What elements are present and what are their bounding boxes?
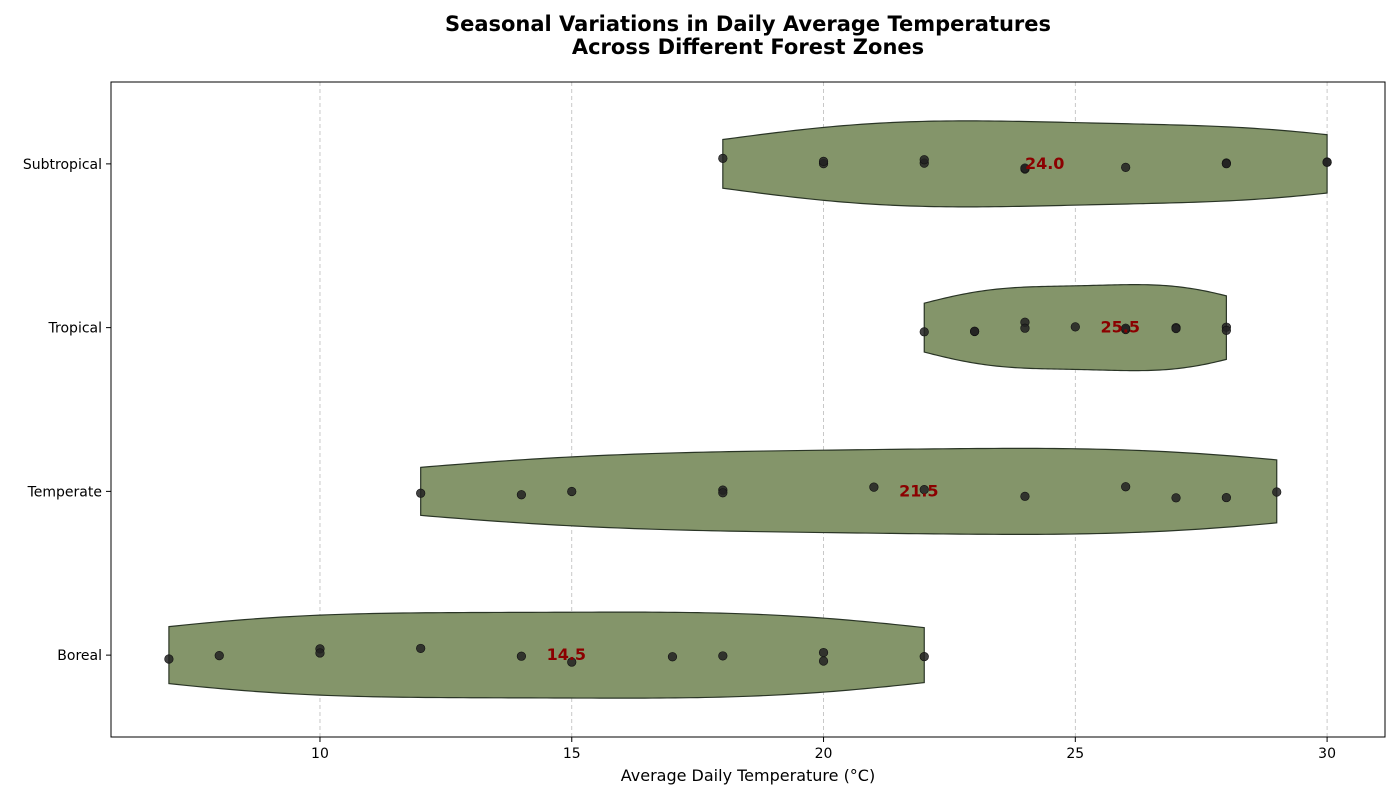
median-label: 21.5	[899, 481, 938, 500]
x-tick-label: 30	[1318, 746, 1336, 762]
data-point	[516, 651, 526, 661]
data-point	[919, 484, 929, 495]
data-point	[818, 647, 829, 658]
data-point	[1272, 487, 1282, 497]
data-point	[1171, 493, 1181, 503]
median-label: 24.0	[1025, 154, 1064, 173]
data-point	[919, 155, 929, 165]
data-point	[416, 488, 426, 498]
y-tick-label: Tropical	[48, 321, 102, 337]
data-point	[567, 657, 577, 667]
data-point	[1020, 491, 1030, 501]
data-point	[315, 648, 325, 658]
data-point	[919, 327, 929, 337]
data-point	[1121, 323, 1131, 333]
y-axis-ticks: Subtropical Tropical Temperate Boreal	[23, 157, 111, 664]
data-point	[164, 654, 174, 664]
data-point	[416, 643, 426, 654]
data-point	[869, 482, 879, 492]
y-tick-label: Boreal	[57, 648, 102, 664]
y-tick-label: Subtropical	[23, 157, 102, 173]
data-point	[1322, 157, 1332, 167]
plot-frame	[110, 81, 1386, 738]
chart-title: Seasonal Variations in Daily Average Tem…	[445, 12, 1051, 59]
median-label: 25.5	[1100, 318, 1139, 337]
data-point	[1221, 325, 1231, 335]
median-labels: 24.0 25.5 21.5 14.5	[547, 154, 1140, 664]
data-point	[718, 488, 728, 498]
data-point	[718, 651, 728, 661]
violin-boreal	[168, 611, 925, 699]
data-point	[214, 651, 224, 661]
data-point	[1121, 482, 1131, 492]
x-axis-label: Average Daily Temperature (°C)	[621, 766, 875, 785]
chart-title-line-1: Seasonal Variations in Daily Average Tem…	[445, 12, 1051, 36]
x-axis-ticks: 10 15 20 25 30	[311, 737, 1336, 762]
data-point	[516, 490, 526, 500]
x-tick-label: 20	[815, 746, 833, 762]
chart-title-line-2: Across Different Forest Zones	[572, 35, 924, 59]
data-point	[718, 153, 728, 163]
data-points	[164, 153, 1332, 667]
data-point	[1221, 159, 1231, 169]
data-point	[567, 486, 577, 497]
data-point	[1020, 323, 1030, 333]
x-tick-label: 15	[563, 746, 581, 762]
data-point	[1020, 163, 1030, 173]
data-point	[1121, 162, 1131, 172]
median-label: 14.5	[547, 645, 586, 664]
data-point	[1171, 323, 1181, 334]
data-point	[919, 651, 929, 662]
data-point	[1070, 322, 1080, 332]
x-tick-label: 25	[1066, 746, 1084, 762]
data-point	[818, 156, 829, 166]
data-point	[970, 326, 980, 336]
y-tick-label: Temperate	[27, 484, 102, 500]
violin-temperate	[420, 447, 1278, 535]
data-point	[818, 656, 829, 666]
violins	[168, 120, 1328, 699]
data-point	[1221, 492, 1231, 503]
x-tick-label: 10	[311, 746, 329, 762]
data-point	[667, 652, 678, 662]
